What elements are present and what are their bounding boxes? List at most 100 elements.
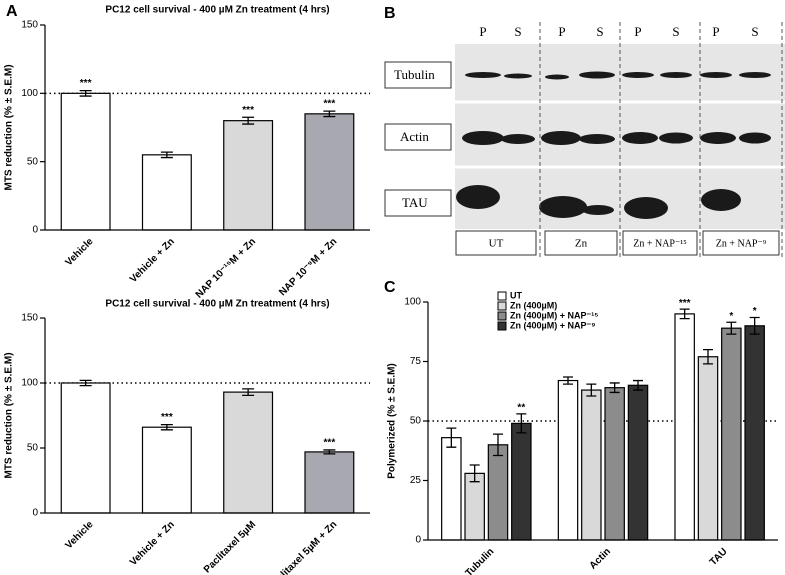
x-tick-label: Vehicle + Zn	[128, 236, 177, 285]
y-tick-label: 75	[410, 356, 422, 367]
error-bar	[563, 376, 573, 385]
bar	[441, 437, 462, 541]
panel-label: B	[384, 5, 396, 22]
error-bar	[160, 151, 173, 159]
band	[624, 197, 668, 219]
panel-label: C	[384, 279, 396, 296]
error-bar	[323, 449, 336, 455]
band	[739, 132, 771, 144]
band	[700, 132, 736, 144]
y-tick-label: 25	[410, 475, 422, 486]
bands	[456, 71, 771, 219]
legend-label: Zn (400µM) + NAP⁻⁹	[510, 320, 595, 330]
y-tick-label: 150	[21, 20, 38, 31]
error-bar	[79, 379, 92, 387]
group-label-box	[622, 230, 698, 256]
band	[456, 185, 500, 209]
significance-label: ***	[324, 438, 336, 449]
bar	[60, 382, 111, 514]
error-bar	[160, 423, 173, 431]
band	[579, 134, 615, 144]
bar	[511, 422, 532, 541]
band	[501, 134, 535, 144]
western-blot: P S P S P S P S Tubulin Actin TAU UT Zn …	[384, 22, 785, 258]
bar	[581, 389, 602, 541]
significance-label: ***	[242, 105, 254, 116]
band	[701, 189, 741, 211]
y-tick-label: 0	[32, 508, 38, 519]
group-label: Zn + NAP⁻⁹	[716, 238, 767, 249]
x-tick-label: Vehicle + Zn	[128, 519, 177, 568]
row-label-box	[384, 61, 452, 89]
y-tick-label: 150	[21, 313, 38, 324]
band	[739, 72, 771, 78]
bar	[604, 387, 625, 541]
error-bar	[586, 383, 597, 397]
chart-title: PC12 cell survival - 400 µM Zn treatment…	[105, 5, 329, 16]
error-bar	[323, 110, 336, 118]
significance-label: *	[729, 311, 733, 322]
y-axis-label: Polymerized (% ± S.E.M)	[387, 363, 398, 479]
chart-title: PC12 cell survival - 400 µM Zn treatment…	[105, 299, 329, 310]
band	[579, 71, 615, 79]
row-label: Tubulin	[394, 67, 435, 82]
significance-label: ***	[80, 78, 92, 89]
significance-label: *	[753, 306, 757, 317]
x-tick-label: Vehicle	[63, 519, 95, 551]
lane-label: S	[751, 24, 758, 39]
x-tick-label: Paclitaxel 5µM	[202, 519, 258, 575]
lane-label: P	[712, 24, 719, 39]
lane-label: S	[514, 24, 521, 39]
lane-label: S	[596, 24, 603, 39]
lane-dividers	[539, 22, 783, 258]
band	[622, 72, 654, 78]
x-tick-label: Tubulin	[464, 546, 497, 575]
band	[582, 205, 614, 215]
band	[465, 72, 501, 78]
bar	[304, 451, 355, 514]
error-bar	[726, 321, 737, 335]
group-label-box	[544, 230, 618, 256]
group-label-box	[702, 230, 780, 256]
lane-label: P	[479, 24, 486, 39]
legend-swatch	[497, 301, 507, 311]
error-bar	[242, 388, 255, 396]
significance-label: ***	[324, 99, 336, 110]
error-bar	[242, 116, 255, 125]
bar	[223, 391, 274, 514]
significance-label: **	[517, 403, 525, 414]
band	[462, 131, 504, 145]
error-bar	[679, 308, 690, 320]
error-bar	[446, 427, 457, 448]
legend-swatch	[497, 321, 507, 331]
group-label: UT	[489, 238, 504, 250]
row-label: TAU	[402, 195, 428, 210]
bar	[60, 92, 111, 231]
group-label-box	[455, 230, 537, 256]
x-tick-label: TAU	[708, 546, 730, 568]
bar	[141, 154, 192, 231]
bar	[627, 384, 649, 541]
y-tick-label: 100	[21, 378, 38, 389]
y-tick-label: 0	[415, 535, 421, 546]
error-bar	[493, 433, 503, 457]
significance-label: ***	[679, 298, 691, 309]
y-axis-label: MTS reduction (% ± S.E.M)	[4, 64, 15, 190]
row-label: Actin	[400, 129, 429, 144]
x-tick-label: Paclitaxel 5µM + Zn	[266, 519, 339, 575]
bar	[721, 327, 742, 541]
y-tick-label: 0	[32, 225, 38, 236]
y-tick-label: 50	[410, 416, 422, 427]
legend-swatch	[497, 311, 507, 321]
legend-swatch	[497, 291, 507, 301]
group-label: Zn	[575, 238, 588, 250]
legend-label: Zn (400µM)	[510, 300, 557, 310]
bar	[223, 120, 274, 231]
bar	[674, 313, 695, 541]
y-tick-label: 100	[404, 297, 421, 308]
lane-label: P	[558, 24, 565, 39]
band	[622, 132, 658, 144]
error-bar	[79, 89, 92, 97]
band	[539, 196, 587, 218]
